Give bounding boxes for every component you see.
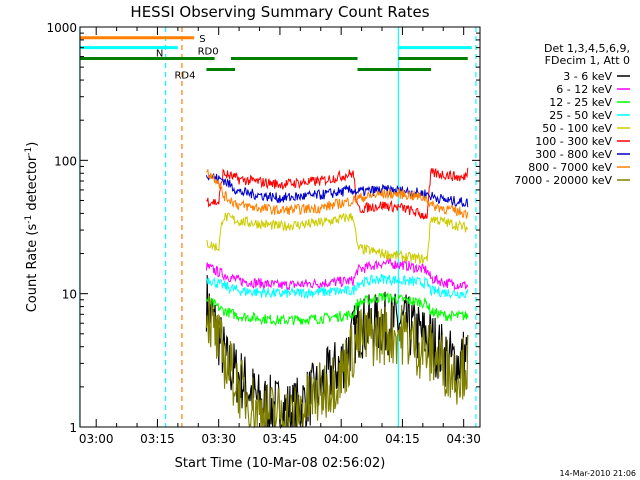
series-line-3 xyxy=(206,274,469,300)
y-tick-label-3: 1000 xyxy=(46,21,77,35)
series-line-4 xyxy=(206,212,469,265)
y-tick-label-2: 100 xyxy=(54,154,77,168)
series-line-0 xyxy=(205,275,469,430)
y-label-sup1: -1 xyxy=(24,215,34,224)
x-tick-label-5: 04:15 xyxy=(385,432,420,446)
legend-label-0: 3 - 6 keV xyxy=(563,70,612,83)
legend-header-1: FDecim 1, Att 0 xyxy=(545,54,630,67)
legend-label-3: 25 - 50 keV xyxy=(549,109,612,122)
legend-label-6: 300 - 800 keV xyxy=(535,148,612,161)
legend: Det 1,3,4,5,6,9,FDecim 1, Att 0 3 - 6 keV… xyxy=(514,42,630,187)
series-line-5 xyxy=(206,167,469,220)
x-tick-label-3: 03:45 xyxy=(263,432,298,446)
series-group xyxy=(205,167,469,430)
legend-label-2: 12 - 25 keV xyxy=(549,96,612,109)
y-label-part2: detector xyxy=(25,155,40,215)
y-label-sup2: -1 xyxy=(24,147,34,156)
x-tick-label-6: 04:30 xyxy=(446,432,481,446)
legend-label-4: 50 - 100 keV xyxy=(542,122,612,135)
x-tick-label-4: 04:00 xyxy=(324,432,359,446)
flag-label-n: N xyxy=(156,49,163,60)
x-axis-label: Start Time (10-Mar-08 02:56:02) xyxy=(175,456,386,471)
legend-label-1: 6 - 12 keV xyxy=(556,83,612,96)
legend-header-0: Det 1,3,4,5,6,9, xyxy=(544,42,630,55)
x-tick-label-0: 03:00 xyxy=(79,432,114,446)
y-label-part1: Count Rate (s xyxy=(25,224,40,313)
y-axis-label: Count Rate (s-1 detector-1) xyxy=(24,142,40,313)
series-line-2 xyxy=(205,292,469,326)
flag-label-rd0: RD0 xyxy=(198,47,219,58)
series-line-7 xyxy=(206,169,469,220)
observing-flags: S N RD0 RD4 xyxy=(80,34,472,82)
x-tick-label-2: 03:30 xyxy=(201,432,236,446)
series-line-8 xyxy=(205,295,469,429)
axis-ticks: 03:00 03:15 03:30 03:45 04:00 04:15 04:30 1 10 10… xyxy=(46,21,481,446)
y-tick-label-1: 10 xyxy=(62,288,77,302)
chart-title: HESSI Observing Summary Count Rates xyxy=(130,3,429,21)
x-tick-label-1: 03:15 xyxy=(140,432,175,446)
legend-label-5: 100 - 300 keV xyxy=(535,135,612,148)
flag-label-s: S xyxy=(199,34,205,45)
flag-label-rd4: RD4 xyxy=(174,71,195,82)
y-label-part3: ) xyxy=(25,142,40,147)
series-line-1 xyxy=(205,257,469,291)
timestamp-label: 14-Mar-2010 21:06 xyxy=(560,469,637,478)
legend-label-7: 800 - 7000 keV xyxy=(528,161,612,174)
legend-label-8: 7000 - 20000 keV xyxy=(514,174,612,187)
y-tick-label-0: 1 xyxy=(69,421,77,435)
